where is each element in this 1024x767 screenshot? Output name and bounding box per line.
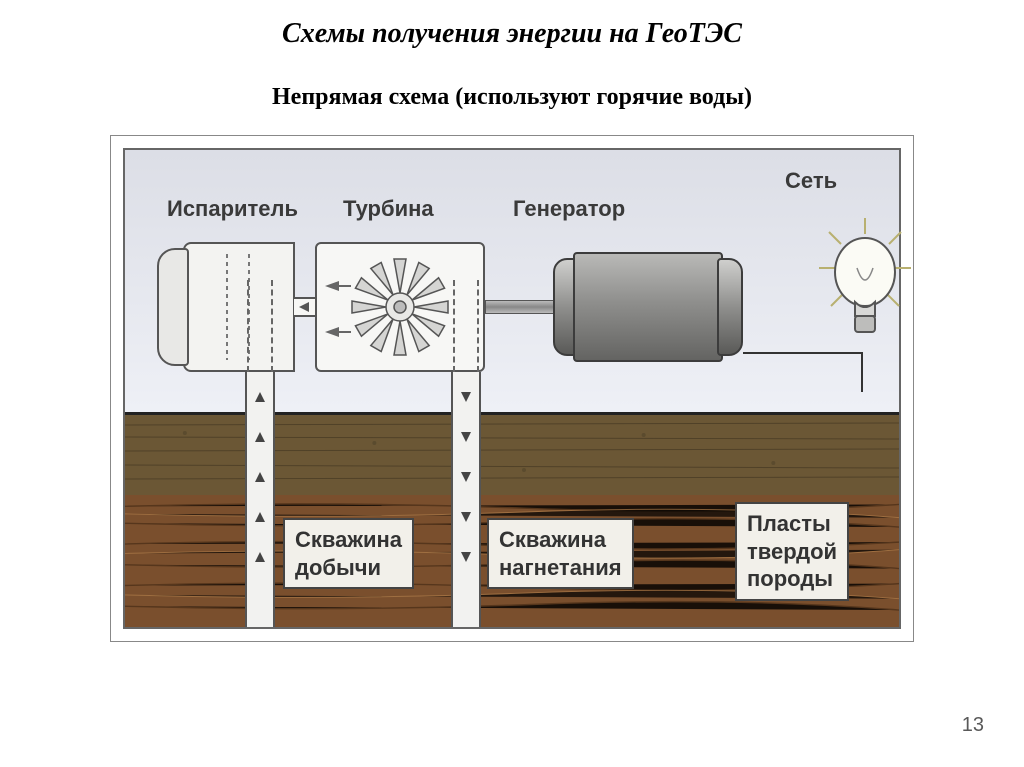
diagram-frame: Испаритель Турбина Генератор Сеть xyxy=(110,135,914,642)
page-number: 13 xyxy=(962,714,984,737)
evaporator-node xyxy=(165,242,295,372)
page-subtitle: Непрямая схема (используют горячие воды) xyxy=(0,84,1024,111)
label-generator: Генератор xyxy=(513,196,625,222)
label-production-well: Скважинадобычи xyxy=(283,518,414,589)
diagram-canvas: Испаритель Турбина Генератор Сеть xyxy=(123,148,901,629)
production-well xyxy=(245,372,275,627)
well-riser xyxy=(453,280,479,372)
well-riser xyxy=(247,280,273,372)
lightbulb-icon xyxy=(805,212,925,352)
diagram-inner: Испаритель Турбина Генератор Сеть xyxy=(111,136,913,641)
wire-horizontal xyxy=(743,352,863,354)
wire-vertical xyxy=(861,352,863,392)
generator-node xyxy=(553,252,743,362)
soil-texture xyxy=(125,415,899,495)
injection-well xyxy=(451,372,481,627)
label-grid: Сеть xyxy=(785,168,837,194)
label-turbine: Турбина xyxy=(343,196,434,222)
shaft xyxy=(485,300,555,314)
evaporator-internals xyxy=(187,246,293,368)
label-injection-well: Скважинанагнетания xyxy=(487,518,634,589)
page-title: Схемы получения энергии на ГеоТЭС xyxy=(0,0,1024,50)
label-rock-layers: Пластытвердойпороды xyxy=(735,502,849,601)
label-evaporator: Испаритель xyxy=(167,196,298,222)
turbine-wheel-icon xyxy=(345,252,455,362)
soil-layer xyxy=(125,415,899,495)
